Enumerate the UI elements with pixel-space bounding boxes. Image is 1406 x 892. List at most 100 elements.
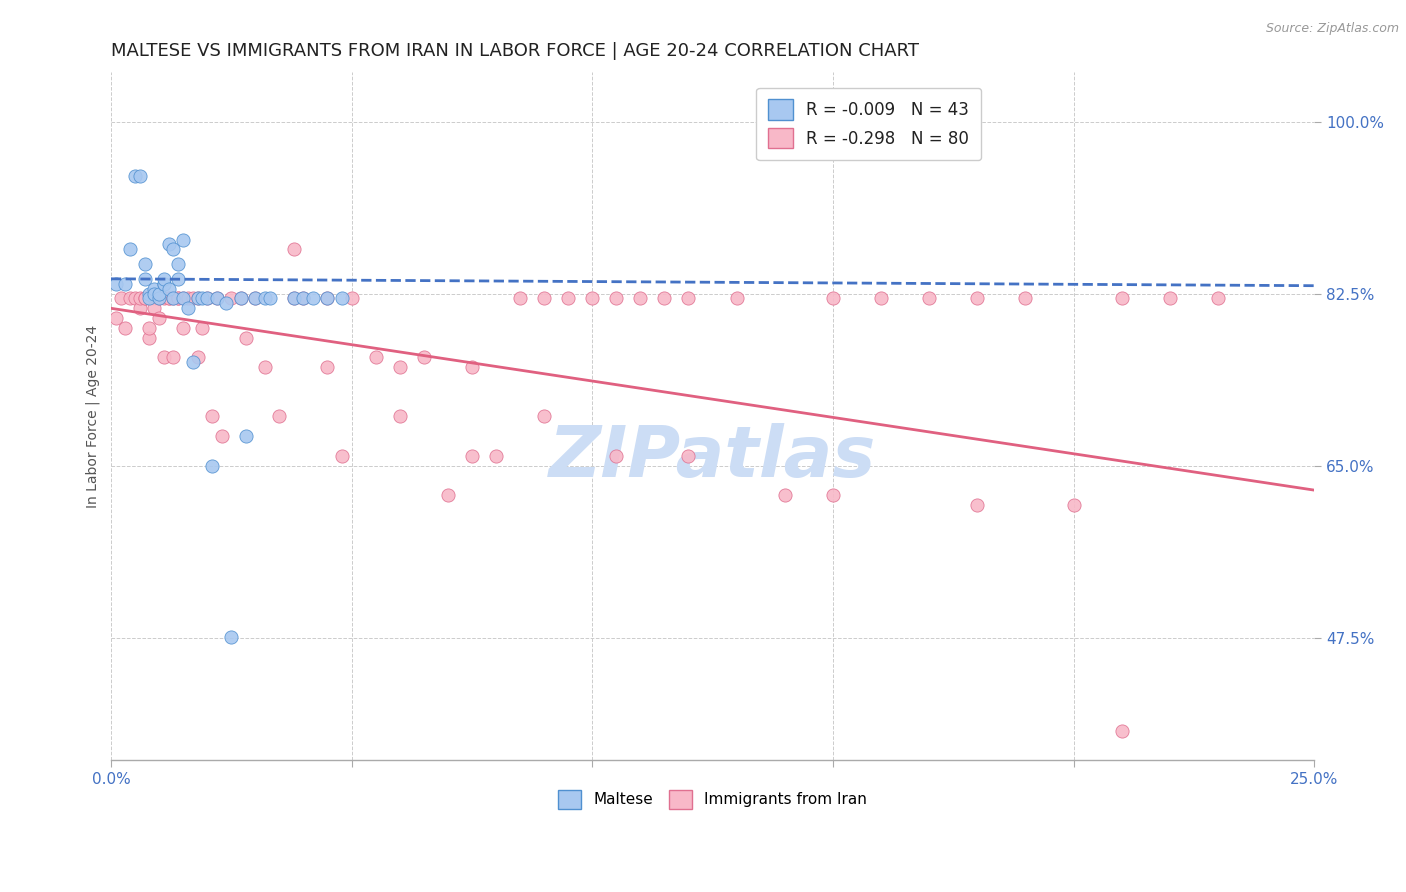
Point xyxy=(437,488,460,502)
Point xyxy=(153,277,176,291)
Point xyxy=(292,292,315,306)
Point xyxy=(1014,292,1036,306)
Point xyxy=(167,292,190,306)
Point xyxy=(181,292,204,306)
Point xyxy=(388,409,411,424)
Point xyxy=(195,292,218,306)
Point xyxy=(172,292,194,306)
Point xyxy=(172,232,194,246)
Point xyxy=(773,488,796,502)
Point xyxy=(364,351,387,365)
Point xyxy=(120,243,142,257)
Point xyxy=(1063,498,1085,512)
Point xyxy=(187,292,209,306)
Point xyxy=(966,292,988,306)
Point xyxy=(177,292,200,306)
Text: MALTESE VS IMMIGRANTS FROM IRAN IN LABOR FORCE | AGE 20-24 CORRELATION CHART: MALTESE VS IMMIGRANTS FROM IRAN IN LABOR… xyxy=(111,42,920,60)
Point xyxy=(235,429,257,443)
Point xyxy=(148,292,170,306)
Point xyxy=(143,286,166,301)
Point xyxy=(678,449,700,463)
Point xyxy=(229,292,252,306)
Point xyxy=(157,292,180,306)
Point xyxy=(215,296,238,310)
Point xyxy=(201,409,224,424)
Point xyxy=(148,311,170,326)
Point xyxy=(485,449,508,463)
Point xyxy=(167,272,190,286)
Point xyxy=(340,292,363,306)
Point xyxy=(162,351,184,365)
Y-axis label: In Labor Force | Age 20-24: In Labor Force | Age 20-24 xyxy=(86,325,100,508)
Point xyxy=(245,292,267,306)
Point xyxy=(283,292,305,306)
Point xyxy=(124,292,146,306)
Point xyxy=(143,292,166,306)
Point xyxy=(143,282,166,296)
Point xyxy=(461,449,484,463)
Point xyxy=(253,360,276,375)
Point xyxy=(177,301,200,316)
Point xyxy=(114,321,136,335)
Point xyxy=(128,169,150,183)
Point xyxy=(219,292,242,306)
Point xyxy=(557,292,579,306)
Point xyxy=(628,292,651,306)
Point xyxy=(821,292,844,306)
Point xyxy=(205,292,228,306)
Point xyxy=(388,360,411,375)
Point xyxy=(162,292,184,306)
Point xyxy=(509,292,531,306)
Text: Source: ZipAtlas.com: Source: ZipAtlas.com xyxy=(1265,22,1399,36)
Point xyxy=(205,292,228,306)
Point xyxy=(211,429,233,443)
Point xyxy=(283,292,305,306)
Point xyxy=(605,292,627,306)
Text: ZIPatlas: ZIPatlas xyxy=(548,423,876,492)
Point xyxy=(533,409,555,424)
Point xyxy=(128,292,150,306)
Point xyxy=(138,286,160,301)
Point xyxy=(654,292,676,306)
Point xyxy=(191,321,214,335)
Point xyxy=(302,292,325,306)
Point xyxy=(162,243,184,257)
Point xyxy=(269,409,291,424)
Point xyxy=(316,360,339,375)
Point xyxy=(138,292,160,306)
Point xyxy=(153,272,176,286)
Point xyxy=(201,458,224,473)
Point xyxy=(725,292,748,306)
Point xyxy=(148,292,170,306)
Point xyxy=(461,360,484,375)
Point xyxy=(110,292,132,306)
Point xyxy=(134,272,156,286)
Point xyxy=(167,292,190,306)
Point xyxy=(235,331,257,345)
Point xyxy=(412,351,434,365)
Point xyxy=(172,292,194,306)
Point xyxy=(581,292,603,306)
Point xyxy=(157,237,180,252)
Point xyxy=(128,301,150,316)
Point xyxy=(195,292,218,306)
Point xyxy=(153,292,176,306)
Point xyxy=(138,321,160,335)
Point xyxy=(918,292,941,306)
Point xyxy=(114,277,136,291)
Point xyxy=(172,321,194,335)
Point xyxy=(870,292,893,306)
Point xyxy=(966,498,988,512)
Point xyxy=(533,292,555,306)
Point xyxy=(138,331,160,345)
Legend: Maltese, Immigrants from Iran: Maltese, Immigrants from Iran xyxy=(553,784,873,814)
Point xyxy=(143,301,166,316)
Point xyxy=(283,243,305,257)
Point xyxy=(187,351,209,365)
Point xyxy=(229,292,252,306)
Point xyxy=(157,282,180,296)
Point xyxy=(153,351,176,365)
Point xyxy=(167,257,190,271)
Point xyxy=(259,292,281,306)
Point xyxy=(181,355,204,369)
